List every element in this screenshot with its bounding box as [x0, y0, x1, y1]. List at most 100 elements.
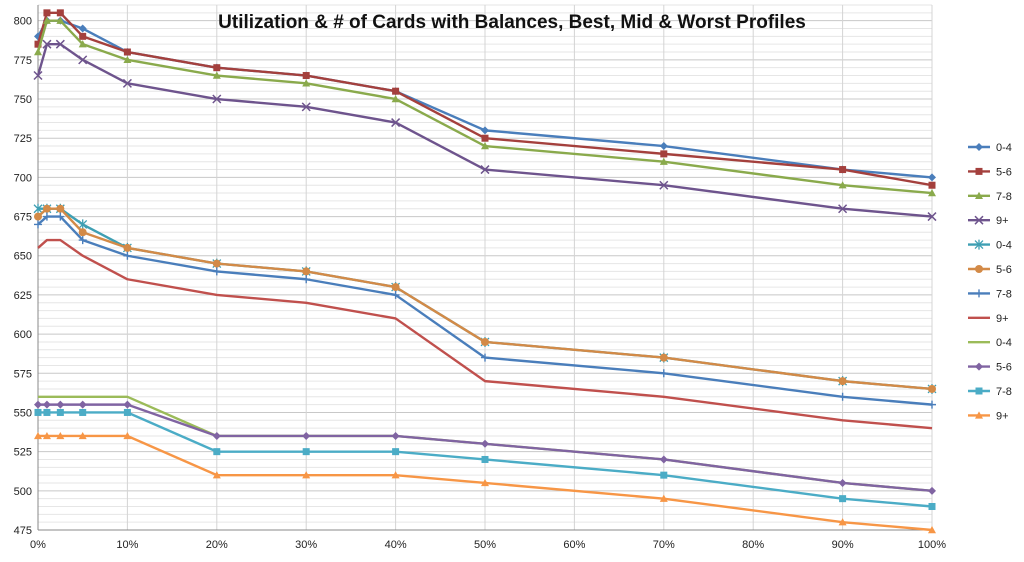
- y-tick-label: 675: [14, 212, 32, 224]
- data-point-plus: [391, 290, 400, 299]
- data-point-diamond: [78, 400, 87, 409]
- series-9plus-7: [37, 238, 933, 430]
- y-tick-label: 775: [14, 55, 32, 67]
- y-tick-label: 750: [14, 94, 32, 106]
- data-point-plus: [481, 353, 489, 362]
- data-point-square: [392, 448, 400, 456]
- data-point-diamond: [975, 362, 983, 371]
- data-point-square: [660, 150, 668, 158]
- legend-label: 7-8: [996, 386, 1012, 398]
- data-point-circle: [391, 283, 400, 292]
- legend-item: 7-8: [968, 191, 1012, 203]
- data-point-diamond: [928, 486, 936, 495]
- series-layer: [33, 9, 937, 534]
- series-9plus-11: [34, 431, 936, 534]
- data-point-x: [33, 70, 43, 81]
- data-point-diamond: [34, 400, 42, 409]
- x-tick-label: 50%: [474, 539, 496, 551]
- legend-label: 9+: [996, 215, 1009, 227]
- data-point-diamond: [391, 431, 400, 440]
- data-point-triangle: [975, 191, 983, 199]
- legend-label: 0-4: [996, 337, 1012, 349]
- legend-item: 9+: [968, 313, 1009, 325]
- series-9plus-3: [33, 39, 937, 222]
- y-tick-label: 700: [14, 172, 32, 184]
- series-7-8-6: [34, 212, 936, 409]
- y-tick-label: 525: [14, 447, 32, 459]
- data-point-plus: [838, 392, 847, 401]
- data-point-diamond: [928, 173, 936, 182]
- data-point-square: [79, 32, 87, 40]
- series-7-8-2: [34, 16, 936, 197]
- data-point-circle: [123, 243, 132, 252]
- data-point-circle: [34, 212, 42, 221]
- data-point-square: [928, 502, 936, 510]
- legend-label: 5-6: [996, 362, 1012, 374]
- data-point-diamond: [212, 431, 221, 440]
- data-point-circle: [659, 353, 668, 362]
- data-point-triangle: [123, 55, 132, 64]
- series-5-6-1: [34, 9, 936, 189]
- data-point-x: [55, 39, 65, 49]
- data-point-triangle: [391, 95, 400, 103]
- x-tick-label: 10%: [116, 539, 138, 551]
- data-point-diamond: [78, 24, 87, 33]
- legend-label: 9+: [996, 313, 1009, 325]
- legend-item: 5-6: [968, 166, 1012, 178]
- x-tick-label: 70%: [653, 539, 675, 551]
- x-tick-label: 0%: [30, 539, 46, 551]
- legend-label: 0-4: [996, 240, 1012, 252]
- x-tick-label: 60%: [563, 539, 585, 551]
- series-line: [36, 19, 933, 195]
- y-tick-label: 800: [14, 16, 32, 28]
- data-point-star: [33, 203, 43, 214]
- data-point-circle: [481, 337, 489, 346]
- data-point-plus: [123, 251, 132, 260]
- data-point-square: [839, 495, 847, 503]
- data-point-triangle: [34, 48, 42, 56]
- y-tick-label: 500: [14, 486, 32, 498]
- data-point-diamond: [481, 126, 489, 135]
- x-tick-label: 40%: [385, 539, 407, 551]
- y-tick-label: 550: [14, 407, 32, 419]
- x-tick-label: 80%: [742, 539, 764, 551]
- data-point-triangle: [42, 16, 51, 24]
- x-tick-label: 30%: [295, 539, 317, 551]
- data-point-triangle: [659, 157, 668, 165]
- legend-label: 5-6: [996, 264, 1012, 276]
- data-point-diamond: [42, 400, 51, 409]
- data-point-square: [34, 40, 42, 48]
- legend-label: 9+: [996, 410, 1009, 422]
- data-point-circle: [42, 204, 51, 213]
- y-tick-label: 575: [14, 368, 32, 380]
- data-point-diamond: [123, 400, 132, 409]
- x-tick-label: 90%: [832, 539, 854, 551]
- data-point-triangle: [78, 431, 87, 440]
- series-line: [38, 434, 933, 532]
- data-point-square: [34, 408, 42, 416]
- data-point-triangle: [42, 431, 51, 440]
- legend-item: 7-8: [968, 288, 1012, 300]
- data-point-square: [928, 181, 936, 189]
- data-point-plus: [302, 275, 311, 284]
- data-point-square: [975, 387, 983, 395]
- legend-item: 5-6: [968, 264, 1012, 276]
- data-point-square: [481, 455, 489, 463]
- data-point-diamond: [56, 400, 65, 409]
- legend-label: 5-6: [996, 166, 1012, 178]
- data-point-diamond: [659, 142, 668, 151]
- data-point-square: [43, 9, 51, 17]
- data-point-triangle: [391, 471, 400, 479]
- data-point-triangle: [928, 526, 936, 534]
- data-point-square: [302, 72, 310, 80]
- data-point-star: [974, 239, 984, 250]
- y-tick-label: 725: [14, 133, 32, 145]
- axis-layer: 475 500 525 550 575 600 625 650 675 700 725 750 775 8…: [14, 5, 946, 551]
- data-point-square: [302, 448, 310, 456]
- series-7-8-10: [34, 408, 936, 510]
- y-tick-label: 650: [14, 251, 32, 263]
- data-point-square: [79, 408, 87, 416]
- data-point-square: [213, 64, 221, 72]
- data-point-triangle: [302, 471, 311, 479]
